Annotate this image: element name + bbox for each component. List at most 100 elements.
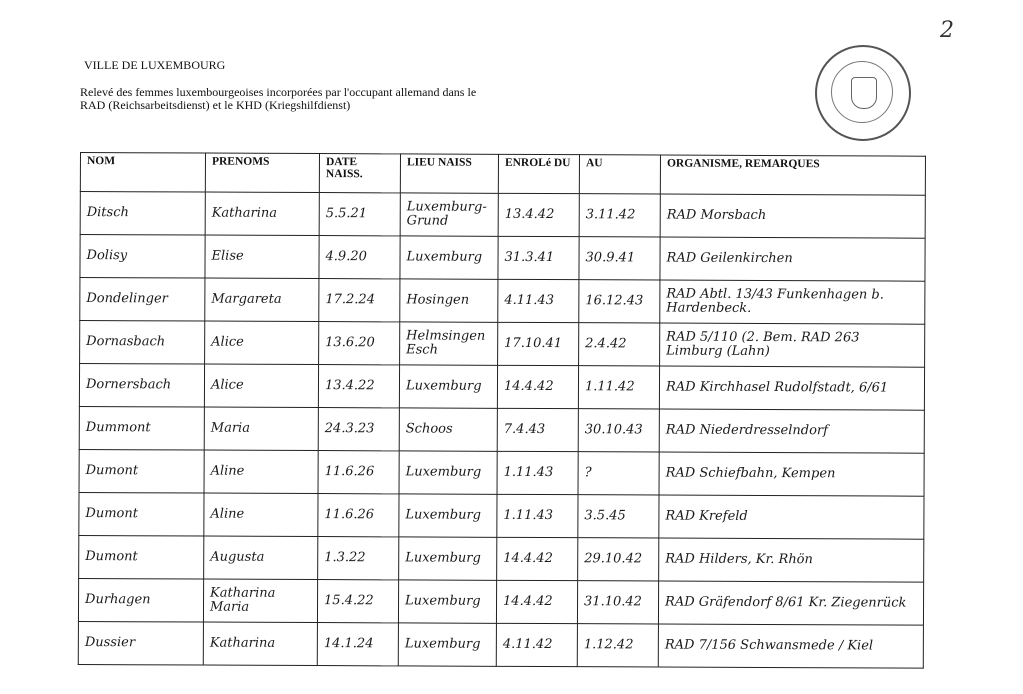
table-cell: Schoos (399, 407, 498, 452)
table-cell: Dumont (78, 492, 205, 537)
table-cell: 14.4.42 (496, 537, 578, 581)
table-cell: Margareta (204, 278, 319, 322)
table-cell: Augusta (203, 536, 318, 580)
table-cell: 15.4.22 (317, 579, 399, 623)
table-cell: 14.4.42 (497, 365, 579, 409)
table-cell: 14.4.42 (496, 580, 578, 624)
table-cell: RAD Abtl. 13/43 Funkenhagen b. Hardenbec… (659, 280, 925, 325)
column-header: LIEU NAISS (400, 153, 499, 194)
table-cell: Katharina (205, 192, 320, 236)
table-cell: Luxemburg (399, 450, 498, 495)
table-cell: 16.12.43 (578, 279, 660, 324)
table-cell: Luxemburg (398, 536, 497, 581)
table-cell: 24.3.23 (318, 407, 400, 451)
table-cell: 1.3.22 (317, 536, 399, 580)
table-cell: Maria (204, 407, 319, 451)
table-cell: RAD Niederdresselndorf (659, 409, 925, 454)
table-row: Dumont Aline 11.6.26 Luxemburg 1.11.43 3.5.45… (78, 492, 925, 540)
table-cell: 14.1.24 (317, 622, 399, 666)
table-cell: Alice (204, 364, 319, 408)
table-cell: RAD Hilders, Kr. Rhön (658, 538, 924, 583)
table-cell: 1.11.42 (578, 365, 660, 410)
table-cell: Dolisy (79, 234, 206, 279)
table-cell: RAD Morsbach (660, 194, 926, 239)
table-cell: Hosingen (399, 278, 498, 323)
column-header: AU (579, 154, 661, 195)
table-cell: 2.4.42 (578, 322, 660, 367)
table-cell: RAD Krefeld (658, 495, 925, 540)
table-cell: 3.11.42 (579, 193, 661, 238)
table-cell: RAD Gräfendorf 8/61 Kr. Ziegenrück (658, 581, 924, 626)
column-header: ENROLé DU (498, 154, 580, 194)
table-cell: 11.6.26 (318, 450, 400, 494)
coat-of-arms-icon (851, 77, 877, 109)
table-cell: 13.4.22 (318, 364, 400, 408)
table-cell: 4.11.43 (497, 279, 579, 323)
document-description: Relevé des femmes luxembourgeoises incor… (80, 85, 477, 112)
city-heading: VILLE DE LUXEMBOURG (84, 58, 226, 72)
table-cell: Luxemburg (398, 622, 497, 667)
table-cell: Helmsingen Esch (399, 321, 498, 366)
table-cell: Ditsch (80, 191, 206, 236)
table-cell: 13.4.42 (498, 193, 580, 237)
stamp-inner-ring (831, 61, 893, 123)
table-cell: RAD 5/110 (2. Bem. RAD 263 Limburg (Lahn… (659, 323, 925, 368)
table-cell: Luxemburg (399, 364, 498, 409)
table-cell: 1.12.42 (577, 623, 659, 668)
table-cell: Dummont (79, 406, 205, 451)
table-cell: Katharina Maria (203, 579, 318, 623)
table-cell: 4.11.42 (496, 623, 578, 667)
table-cell: Dumont (78, 535, 204, 580)
table-cell: Alice (204, 321, 319, 365)
column-header: PRENOMS (205, 153, 320, 193)
table-cell: RAD Geilenkirchen (659, 237, 926, 282)
table-cell: Luxemburg (399, 235, 499, 280)
table-cell: Luxemburg (398, 579, 497, 624)
table-cell: 1.11.43 (497, 451, 579, 495)
table-cell: 31.3.41 (497, 236, 580, 280)
table-cell: Luxemburg-Grund (400, 192, 499, 237)
table-cell: 29.10.42 (577, 537, 659, 582)
table-cell: RAD Schiefbahn, Kempen (659, 452, 925, 497)
table-cell: 17.2.24 (318, 278, 400, 322)
table-cell: Dornersbach (79, 363, 205, 408)
register-table: NOM PRENOMS DATE NAISS. LIEU NAISS ENROLé DU… (78, 152, 926, 669)
table-cell: 17.10.41 (497, 322, 579, 366)
table-row: Dummont Maria 24.3.23 Schoos 7.4.43 30.10.43 R… (79, 406, 925, 454)
table-cell: 11.6.26 (317, 493, 400, 537)
table-cell: Aline (203, 493, 319, 537)
table-row: Dussier Katharina 14.1.24 Luxemburg 4.11.42 1… (78, 621, 924, 669)
table-cell: 7.4.43 (497, 408, 579, 452)
table-row: Dornasbach Alice 13.6.20 Helmsingen Esch 17.… (79, 320, 925, 368)
table-cell: RAD Kirchhasel Rudolfstadt, 6/61 (659, 366, 925, 411)
table-cell: RAD 7/156 Schwansmede / Kiel (658, 624, 924, 669)
table-cell: Aline (204, 450, 319, 494)
table-cell: 3.5.45 (577, 494, 660, 539)
table-row: Dornersbach Alice 13.4.22 Luxemburg 14.4.42 1… (79, 363, 925, 411)
table-row: Dumont Aline 11.6.26 Luxemburg 1.11.43? RAD S… (79, 449, 925, 497)
table-cell: 1.11.43 (496, 494, 579, 538)
column-header: NOM (80, 152, 206, 193)
table-cell: 30.10.43 (578, 408, 660, 453)
table-row: Durhagen Katharina Maria 15.4.22 Luxemburg 1… (78, 578, 924, 626)
table-cell: ? (578, 451, 660, 496)
table-cell: Dumont (79, 449, 205, 494)
table-row: Dumont Augusta 1.3.22 Luxemburg 14.4.42 29.10… (78, 535, 924, 583)
table-cell: Katharina (203, 622, 318, 666)
table-cell: Durhagen (78, 578, 204, 623)
column-header: ORGANISME, REMARQUES (660, 155, 926, 196)
table-cell: Dussier (78, 621, 204, 666)
table-cell: 31.10.42 (577, 580, 659, 625)
official-stamp (815, 45, 911, 141)
table-cell: Luxemburg (398, 493, 498, 538)
table-cell: 5.5.21 (319, 192, 401, 236)
table-row: Dolisy Elise 4.9.20 Luxemburg 31.3.41 30.9.41… (79, 234, 926, 282)
table-cell: Dondelinger (79, 277, 205, 322)
table-row: Dondelinger Margareta 17.2.24 Hosingen 4.11.… (79, 277, 925, 325)
table-cell: 4.9.20 (318, 235, 401, 279)
table-cell: Elise (204, 235, 320, 279)
table-cell: 13.6.20 (318, 321, 400, 365)
column-header: DATE NAISS. (319, 153, 401, 193)
table-row: Ditsch Katharina 5.5.21 Luxemburg-Grund 13.4… (80, 191, 926, 239)
table-cell: Dornasbach (79, 320, 205, 365)
